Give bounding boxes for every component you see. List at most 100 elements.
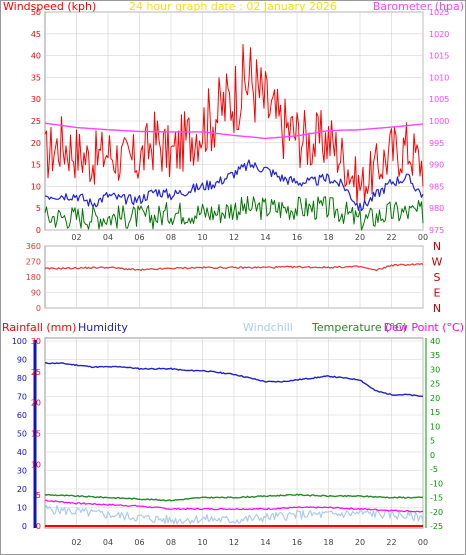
windspeed-tick-label: 0 xyxy=(36,226,41,235)
windspeed-tick-label: 35 xyxy=(31,73,41,82)
rainfall-tick-label: 5 xyxy=(36,491,41,500)
windavg-series-line xyxy=(44,159,424,212)
barometer-series-line xyxy=(44,122,424,140)
humidity-tick-label: 60 xyxy=(17,411,27,420)
windspeed-tick-label: 30 xyxy=(31,95,41,104)
barometer-axis-ticks: 975 980 985 990 995 1000 1005 1010 1015 1020 1025 xyxy=(429,8,449,235)
direction-tick-label: 90 xyxy=(31,289,41,298)
temperature-time-tick-label: 04 xyxy=(103,538,113,547)
wind-time-axis-ticks: 02 04 06 08 10 12 14 16 18 20 22 00 xyxy=(71,233,428,242)
barometer-axis-label: Barometer (hpa) xyxy=(373,0,464,13)
humidity-tick-label: 30 xyxy=(17,467,27,476)
direction-tick-label: 0 xyxy=(36,304,41,313)
dewpoint-label: Dew Point (°C) xyxy=(384,321,464,334)
temperature-tick-label: 15 xyxy=(430,408,440,417)
barometer-tick-label: 995 xyxy=(429,139,444,148)
direction-tick-label: 180 xyxy=(26,273,41,282)
temperature-tick-label: 5 xyxy=(430,437,435,446)
barometer-tick-label: 985 xyxy=(429,182,444,191)
windchill-label: Windchill xyxy=(243,321,293,334)
windspeed-tick-label: 25 xyxy=(31,117,41,126)
temperature-time-tick-label: 08 xyxy=(166,538,176,547)
wind-time-tick-label: 22 xyxy=(386,233,396,242)
windspeed-tick-label: 40 xyxy=(31,52,41,61)
windspeed-tick-label: 15 xyxy=(31,161,41,170)
temperature-time-tick-label: 12 xyxy=(229,538,239,547)
temperature-tick-label: -25 xyxy=(430,522,443,531)
humidity-tick-label: 100 xyxy=(12,337,27,346)
wind-time-tick-label: 10 xyxy=(197,233,207,242)
dewpoint-series-line xyxy=(45,499,424,513)
wind-time-tick-label: 18 xyxy=(323,233,333,242)
compass-label: S xyxy=(434,271,441,284)
compass-label: N xyxy=(433,302,441,315)
direction-series xyxy=(44,262,424,272)
temperature-time-tick-label: 14 xyxy=(260,538,270,547)
rainfall-tick-label: 0 xyxy=(36,522,41,531)
compass-label: W xyxy=(432,256,443,269)
rainfall-tick-label: 20 xyxy=(31,399,41,408)
wind-time-tick-label: 02 xyxy=(71,233,81,242)
temperature-tick-label: -20 xyxy=(430,508,443,517)
temperature-time-tick-label: 00 xyxy=(418,538,428,547)
rainfall-axis-label: Rainfall (mm) xyxy=(2,321,76,334)
windspeed-axis-label: Windspeed (kph) xyxy=(3,0,96,13)
temperature-tick-label: -5 xyxy=(430,465,438,474)
direction-grid xyxy=(45,245,424,309)
chart-title: 24 hour graph date : 02 January 2026 xyxy=(129,0,337,13)
temperature-tick-label: 0 xyxy=(430,451,435,460)
windspeed-tick-label: 50 xyxy=(31,8,41,17)
temperature-tick-label: 30 xyxy=(430,365,440,374)
humidity-tick-label: 70 xyxy=(17,393,27,402)
compass-label: E xyxy=(434,287,441,300)
direction-tick-label: 270 xyxy=(26,258,41,267)
humidity-tick-label: 10 xyxy=(17,504,27,513)
barometer-tick-label: 1010 xyxy=(429,73,449,82)
temperature-time-tick-label: 06 xyxy=(134,538,144,547)
temperature-time-tick-label: 18 xyxy=(323,538,333,547)
temperature-tick-label: -10 xyxy=(430,479,443,488)
temperature-tick-label: 25 xyxy=(430,380,440,389)
direction-series-line xyxy=(44,262,424,272)
temperature-time-tick-label: 02 xyxy=(71,538,81,547)
humidity-tick-label: 20 xyxy=(17,485,27,494)
rainfall-tick-label: 10 xyxy=(31,460,41,469)
windspeed-tick-label: 5 xyxy=(36,204,41,213)
humidity-tick-label: 90 xyxy=(17,356,27,365)
temperature-time-tick-label: 20 xyxy=(355,538,365,547)
humidity-tick-label: 50 xyxy=(17,430,27,439)
wind-time-tick-label: 04 xyxy=(103,233,113,242)
windchill-series-line xyxy=(44,504,424,525)
wind-time-tick-label: 20 xyxy=(355,233,365,242)
humidity-tick-label: 40 xyxy=(17,448,27,457)
wind-time-tick-label: 14 xyxy=(260,233,270,242)
windlow-series-line xyxy=(44,196,424,231)
rainfall-tick-label: 30 xyxy=(31,337,41,346)
barometer-tick-label: 1000 xyxy=(429,117,449,126)
barometer-tick-label: 975 xyxy=(429,226,444,235)
barometer-tick-label: 990 xyxy=(429,161,444,170)
humidity-axis-ticks: 0 10 20 30 40 50 60 70 80 90 100 xyxy=(12,337,27,531)
barometer-tick-label: 1025 xyxy=(429,8,449,17)
temperature-tick-label: 40 xyxy=(430,337,440,346)
temperature-axis-label: Temperature (°C) xyxy=(311,321,407,334)
temperature-time-tick-label: 22 xyxy=(386,538,396,547)
humidity-tick-label: 0 xyxy=(22,522,27,531)
temperature-tick-label: 20 xyxy=(430,394,440,403)
temperature-series-line xyxy=(44,493,424,502)
wind-time-tick-label: 12 xyxy=(229,233,239,242)
temperature-time-axis-ticks: 02 04 06 08 10 12 14 16 18 20 22 00 xyxy=(71,538,428,547)
rainfall-axis-ticks: 0 5 10 15 20 25 30 xyxy=(31,337,41,531)
temperature-series xyxy=(44,362,424,527)
barometer-tick-label: 1015 xyxy=(429,52,449,61)
temperature-axis-ticks: -25 -20 -15 -10 -5 0 5 10 15 20 25 30 35 40 xyxy=(430,337,443,531)
windgust-series-line xyxy=(44,44,424,205)
humidity-series-line xyxy=(44,362,424,398)
rainfall-tick-label: 25 xyxy=(31,368,41,377)
barometer-tick-label: 1005 xyxy=(429,95,449,104)
